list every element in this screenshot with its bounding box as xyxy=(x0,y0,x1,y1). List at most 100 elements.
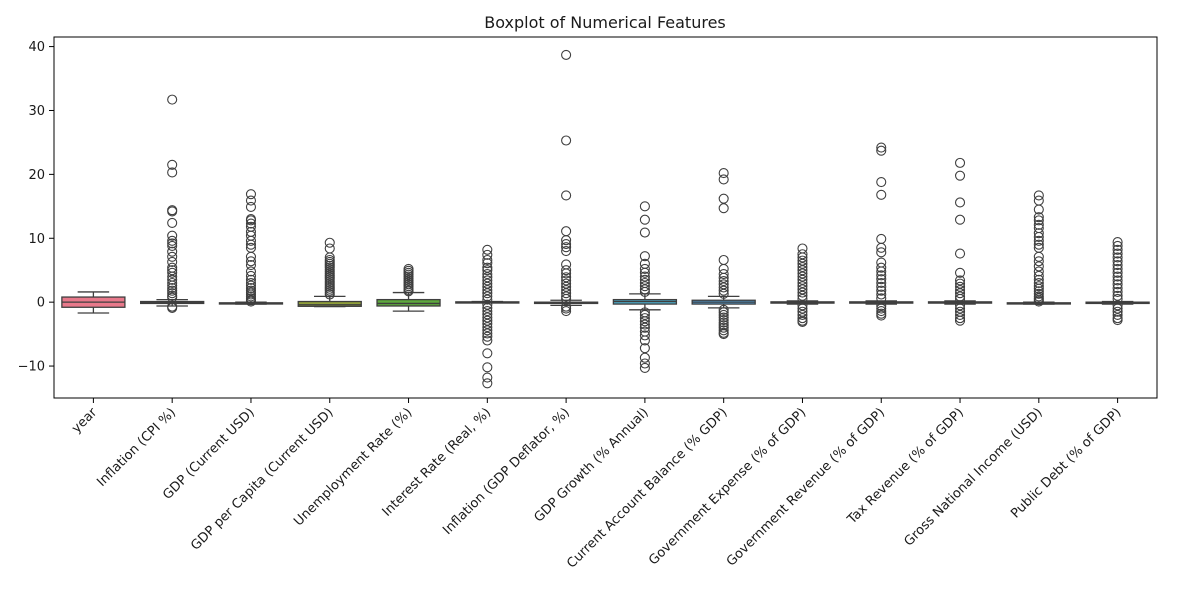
outlier-point xyxy=(797,300,808,311)
outlier-point xyxy=(482,348,493,359)
outlier-point xyxy=(561,135,572,146)
outlier-point xyxy=(797,316,808,328)
outlier-point xyxy=(561,245,572,257)
outlier-point xyxy=(561,278,572,289)
outlier-point xyxy=(718,276,729,287)
outlier-point xyxy=(1033,261,1044,272)
outlier-point xyxy=(482,322,493,333)
outlier-point xyxy=(245,215,257,226)
outlier-point xyxy=(1033,231,1044,243)
outlier-point xyxy=(797,309,808,320)
outlier-point xyxy=(561,306,572,317)
outlier-point xyxy=(561,235,572,246)
outlier-point xyxy=(1033,212,1044,223)
outlier-point xyxy=(797,303,808,314)
outlier-point xyxy=(245,296,257,307)
x-tick-label: year xyxy=(69,405,101,437)
x-tick-label: GDP per Capita (Current USD) xyxy=(188,405,336,553)
outlier-point xyxy=(167,283,178,294)
outlier-point xyxy=(561,190,572,201)
y-tick-label: 30 xyxy=(28,104,45,119)
outlier-point xyxy=(718,168,729,179)
box-group xyxy=(770,243,835,328)
outlier-point xyxy=(167,288,178,299)
outlier-point xyxy=(1033,228,1044,239)
outlier-point xyxy=(954,248,966,259)
outlier-point xyxy=(876,289,887,300)
outlier-point xyxy=(1112,293,1123,305)
outlier-point xyxy=(1033,256,1044,267)
chart-title: Boxplot of Numerical Features xyxy=(484,13,726,32)
outlier-point xyxy=(482,291,493,302)
outlier-point xyxy=(324,243,335,254)
outlier-point xyxy=(1112,286,1123,297)
outlier-point xyxy=(718,268,729,280)
outlier-point xyxy=(1033,239,1044,250)
outlier-point xyxy=(1112,275,1123,286)
x-tick-label: Inflation (CPI %) xyxy=(94,405,179,490)
outlier-point xyxy=(876,277,887,289)
outlier-point xyxy=(876,281,887,292)
outlier-point xyxy=(561,275,572,286)
outlier-point xyxy=(167,274,178,285)
y-tick-label: −10 xyxy=(18,360,45,375)
outlier-point xyxy=(718,193,729,204)
outlier-point xyxy=(561,293,572,305)
outlier-point xyxy=(797,313,808,324)
outlier-point xyxy=(718,314,729,326)
outlier-point xyxy=(561,288,572,299)
outlier-point xyxy=(403,286,414,297)
outlier-point xyxy=(1033,190,1044,201)
outlier-point xyxy=(797,252,808,263)
box-group xyxy=(533,49,599,317)
outlier-point xyxy=(876,300,887,312)
outlier-point xyxy=(876,242,887,253)
outlier-point xyxy=(482,254,493,266)
outlier-point xyxy=(1033,204,1044,215)
outlier-point xyxy=(482,302,493,313)
outlier-point xyxy=(876,262,887,273)
outlier-point xyxy=(1033,296,1044,307)
outlier-point xyxy=(876,145,887,156)
outlier-point xyxy=(797,287,808,298)
outlier-point xyxy=(954,278,966,289)
outlier-point xyxy=(797,274,808,285)
outlier-point xyxy=(245,266,257,277)
outlier-point xyxy=(1033,288,1044,299)
box-group xyxy=(927,157,993,326)
outlier-point xyxy=(876,310,887,321)
outlier-point xyxy=(245,189,257,200)
outlier-point xyxy=(482,306,493,317)
outlier-point xyxy=(245,251,257,262)
outlier-point xyxy=(876,266,887,277)
outlier-point xyxy=(482,278,493,289)
outlier-point xyxy=(876,257,887,268)
outlier-point xyxy=(797,258,808,269)
plot-area-frame xyxy=(53,36,1158,399)
outlier-point xyxy=(954,267,966,278)
outlier-point xyxy=(718,263,729,274)
outlier-point xyxy=(639,343,650,354)
outlier-point xyxy=(482,258,493,269)
outlier-point xyxy=(876,293,887,304)
outlier-point xyxy=(876,233,887,244)
outlier-point xyxy=(561,242,572,253)
outlier-point xyxy=(245,260,257,271)
outlier-point xyxy=(718,254,729,266)
outlier-point xyxy=(639,267,650,278)
outlier-point xyxy=(876,274,887,285)
outlier-point xyxy=(245,218,257,229)
outlier-point xyxy=(718,282,729,293)
box-group xyxy=(376,263,441,312)
outlier-point xyxy=(245,201,257,213)
outlier-point xyxy=(718,307,729,318)
outlier-point xyxy=(954,288,966,299)
outlier-point xyxy=(639,214,650,225)
outlier-point xyxy=(954,315,966,326)
outlier-point xyxy=(482,244,493,255)
outlier-point xyxy=(482,362,493,373)
outlier-point xyxy=(561,265,572,276)
outlier-point xyxy=(639,309,650,320)
